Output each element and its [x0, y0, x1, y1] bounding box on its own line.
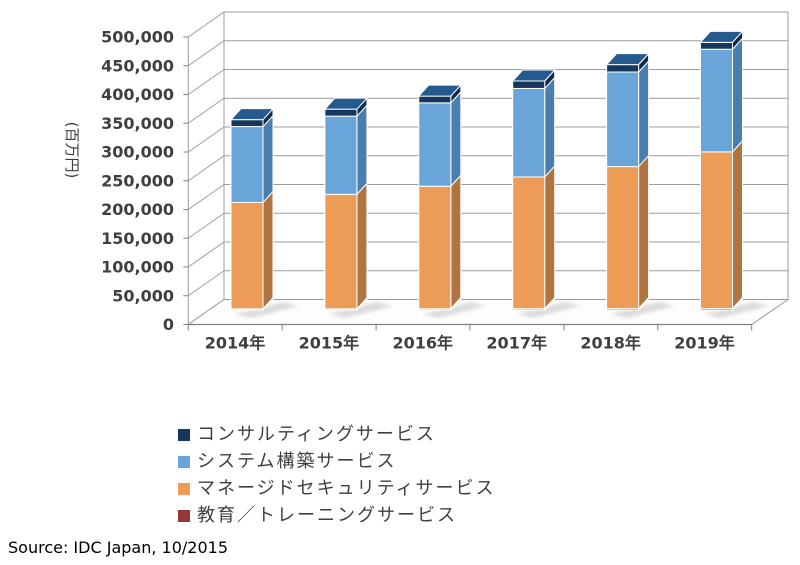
bar-segment-side: [638, 59, 650, 168]
bar-segment: [418, 102, 452, 187]
bar-segment: [700, 151, 733, 310]
bar-segment: [230, 119, 264, 128]
bar-segment: [512, 80, 546, 89]
sidewall-gridline: [188, 212, 225, 239]
x-tick-label: 2015年: [299, 334, 360, 353]
legend-item-2: マネージドセキュリティサービス: [178, 475, 496, 502]
bar-segment: [418, 95, 452, 104]
bar-segment-side: [262, 114, 274, 204]
bar-top-face: [417, 84, 462, 97]
bar-segment-side: [356, 182, 368, 311]
legend-label: システム構築サービス: [197, 450, 397, 472]
x-tick-label: 2014年: [205, 334, 266, 353]
bar-segment-side: [638, 154, 650, 310]
y-tick-label: 500,000: [101, 28, 174, 47]
x-tick-label: 2017年: [486, 334, 547, 353]
legend-swatch: [178, 482, 190, 495]
legend-item-0: コンサルティングサービス: [178, 421, 496, 448]
y-tick-label: 450,000: [101, 56, 174, 75]
bar-2014年: [229, 107, 275, 312]
y-tick-label: 300,000: [101, 143, 174, 162]
legend-label: マネージドセキュリティサービス: [197, 477, 496, 499]
bar-shadows: [235, 302, 769, 318]
bar-top-face: [229, 108, 275, 121]
y-tick-label: 0: [163, 315, 174, 334]
y-tick-label: 100,000: [101, 258, 174, 277]
bar-2018年: [605, 52, 650, 312]
sidewall-gridline: [188, 270, 225, 297]
bar-segment: [230, 126, 264, 203]
legend-swatch: [178, 509, 190, 522]
bar-segment: [606, 166, 640, 310]
bar-segment: [700, 48, 733, 153]
chart-svg: 500,000 450,000 400,000 350,000 300,000 250,0…: [63, 11, 790, 353]
bar-segment-side: [262, 190, 274, 311]
y-axis-title: (百万円): [63, 122, 81, 179]
x-tick-label: 2019年: [674, 334, 735, 353]
y-tick-label: 50,000: [112, 286, 174, 305]
bars: [229, 30, 744, 312]
bar-segment-side: [450, 173, 462, 311]
legend-swatch: [178, 428, 190, 441]
y-tick-label: 150,000: [101, 229, 174, 248]
sidewall-gridline: [188, 69, 225, 95]
y-tick-label: 350,000: [101, 114, 174, 133]
legend-item-3: 教育／トレーニングサービス: [178, 502, 496, 529]
bar-2019年: [699, 30, 744, 312]
y-tick-label: 250,000: [101, 171, 174, 190]
y-tick-label: 400,000: [101, 85, 174, 104]
bar-2017年: [511, 68, 556, 312]
sidewall-gridline: [188, 40, 225, 67]
bar-segment: [512, 176, 546, 310]
y-tick-label: 200,000: [101, 200, 174, 219]
bar-segment: [606, 64, 640, 73]
bar-segment: [700, 41, 733, 50]
legend-item-1: システム構築サービス: [178, 448, 496, 475]
bar-top-face: [323, 97, 369, 110]
legend-label: 教育／トレーニングサービス: [197, 504, 457, 526]
bar-segment: [512, 87, 546, 178]
sidewall-gridline: [188, 241, 225, 268]
plot-walls: [183, 11, 790, 325]
x-axis-labels: 2014年 2015年 2016年 2017年 2018年 2019年: [205, 334, 735, 353]
bar-segment-side: [356, 103, 368, 196]
sidewall-gridline: [188, 155, 225, 182]
sidewall-gridline: [188, 97, 225, 124]
bar-segment: [324, 108, 358, 117]
x-tick-label: 2018年: [580, 334, 641, 353]
sidewall-gridline: [188, 184, 225, 210]
bar-segment: [606, 71, 640, 168]
bar-segment-side: [732, 36, 743, 154]
x-tick-label: 2016年: [393, 334, 454, 353]
bar-top-face: [511, 69, 556, 82]
source-text: Source: IDC Japan, 10/2015: [8, 538, 228, 557]
bar-segment-side: [544, 76, 556, 179]
bar-segment: [230, 201, 264, 310]
x-axis: [187, 323, 753, 331]
sidewall-gridline: [188, 126, 225, 153]
legend: コンサルティングサービス システム構築サービスマネージドセキュリティサービス 教育／…: [178, 421, 496, 529]
bar-segment: [324, 115, 358, 195]
bar-2015年: [323, 96, 369, 312]
bar-segment-side: [732, 139, 743, 310]
bar-segment: [324, 193, 358, 310]
bar-segment-side: [450, 90, 462, 188]
bar-segment-side: [544, 164, 556, 310]
legend-swatch: [178, 455, 190, 468]
sidewall-gridline: [188, 11, 225, 38]
bar-2016年: [417, 83, 462, 312]
legend-label: コンサルティングサービス: [197, 423, 436, 445]
y-axis-labels: 500,000 450,000 400,000 350,000 300,000 250,0…: [101, 28, 174, 335]
bar-top-face: [699, 30, 744, 43]
bar-segment: [418, 185, 452, 310]
bar-top-face: [605, 53, 650, 66]
